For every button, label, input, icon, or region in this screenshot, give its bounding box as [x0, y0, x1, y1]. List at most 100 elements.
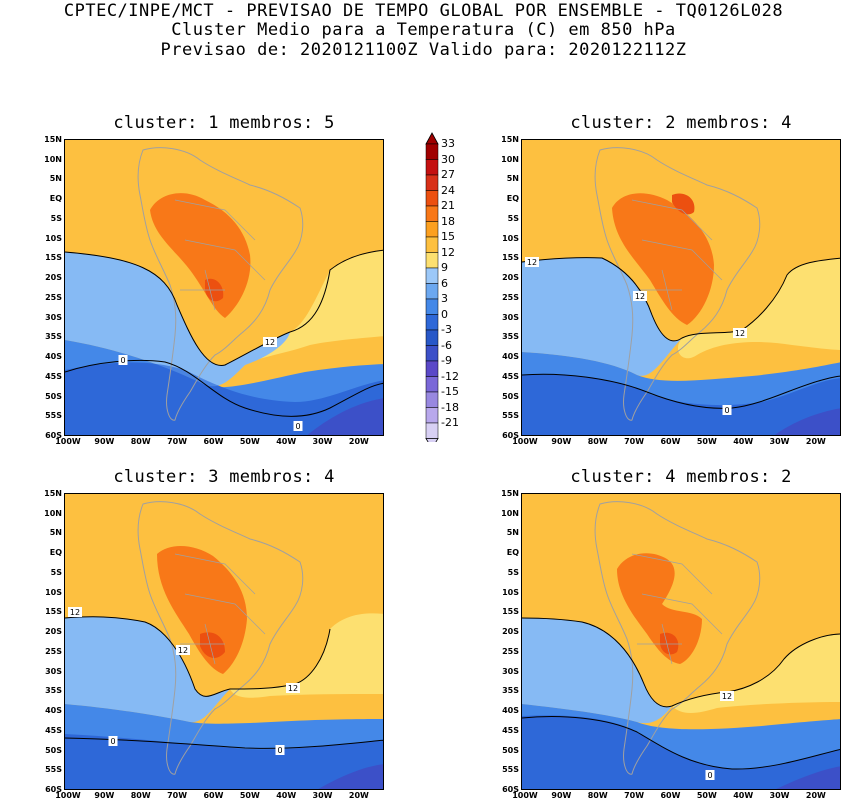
field-core: [157, 545, 247, 674]
colorbar-label: -3: [441, 323, 452, 336]
field-upper: [65, 140, 383, 204]
colorbar-segment: [425, 283, 439, 300]
latitude-label: 50S: [45, 391, 62, 401]
latitude-label: 25S: [502, 646, 519, 656]
colorbar-label: -6: [441, 338, 452, 352]
longitude-label: 100W: [55, 791, 81, 800]
latitude-label: 15N: [44, 489, 62, 498]
longitude-label: 50W: [696, 437, 717, 446]
latitude-label: 15S: [502, 607, 519, 617]
latitude-label: 60S: [502, 431, 519, 440]
field-deep-blue: [522, 715, 840, 789]
longitude-label: 70W: [167, 437, 188, 446]
colorbar-segment: [425, 236, 439, 253]
contour-12: [522, 617, 840, 708]
contour-label: 0: [275, 745, 285, 755]
contour-label: 0: [108, 736, 118, 746]
map-panel-2: 12 12 12 0: [521, 139, 841, 436]
latitude-label: 55S: [502, 411, 519, 421]
contour-label: 12: [286, 683, 300, 693]
latitude-label: 15S: [45, 607, 62, 617]
svg-text:0: 0: [120, 356, 125, 365]
colorbar-segment: [425, 345, 439, 362]
latitude-label: 20S: [502, 627, 519, 637]
latitude-label: 60S: [45, 785, 62, 794]
longitude-label: 80W: [587, 437, 608, 446]
colorbar-segment: [425, 329, 439, 346]
svg-text:0: 0: [295, 422, 300, 431]
field-blend: [65, 252, 290, 387]
latitude-label: 45S: [45, 725, 62, 735]
colorbar-label: 15: [441, 230, 455, 243]
longitude-label: 80W: [130, 437, 151, 446]
field-upper: [522, 140, 840, 204]
latitude-label: 60S: [502, 785, 519, 794]
svg-text:12: 12: [265, 338, 275, 347]
longitude-label: 90W: [94, 437, 115, 446]
latitude-label: EQ: [506, 194, 519, 204]
field-core: [617, 553, 702, 664]
latitude-label: 50S: [45, 745, 62, 755]
field-blend: [522, 618, 672, 724]
svg-text:0: 0: [707, 771, 712, 780]
longitude-label: 30W: [769, 437, 790, 446]
latitude-label: 45S: [502, 371, 519, 381]
latitude-label: 35S: [502, 686, 519, 696]
longitude-label: 20W: [348, 791, 369, 800]
contour-label: 12: [176, 645, 190, 655]
latitude-label: 15S: [45, 253, 62, 263]
contour-label: 12: [720, 691, 734, 701]
latitude-label: 40S: [502, 352, 519, 362]
longitude-label: 60W: [203, 791, 224, 800]
map-panel-1: 12 0 0: [64, 139, 384, 436]
country-borders: [631, 553, 723, 665]
colorbar-label: 24: [441, 183, 455, 197]
map-panel-4: 12 0: [521, 493, 841, 790]
svg-text:12: 12: [288, 684, 298, 693]
latitude-label: 25S: [45, 292, 62, 302]
latitude-label: 60S: [45, 431, 62, 440]
contour-label: 0: [705, 770, 715, 780]
latitude-label: 25S: [45, 646, 62, 656]
latitude-label: 20S: [502, 273, 519, 283]
field-blend: [65, 616, 230, 723]
field-light-blue: [65, 252, 290, 387]
contour-0: [65, 359, 383, 417]
field-core: [612, 193, 714, 325]
field-upper: [65, 494, 383, 558]
longitude-label: 40W: [733, 437, 754, 446]
latitude-label: EQ: [49, 548, 62, 558]
contour-label: 12: [633, 291, 647, 301]
figure-title-line-3: Previsao de: 2020121100Z Valido para: 20…: [160, 40, 687, 60]
latitude-label: 35S: [45, 332, 62, 342]
longitude-label: 50W: [696, 791, 717, 800]
colorbar-label: 18: [441, 214, 455, 228]
field-light-blue: [65, 616, 230, 723]
colorbar-segment: [425, 190, 439, 207]
latitude-label: 30S: [502, 312, 519, 322]
field-hot-spot: [660, 632, 679, 655]
field-darkest-blue: [776, 766, 840, 789]
colorbar-label: 33: [441, 137, 455, 150]
contour-label: 12: [68, 607, 82, 617]
colorbar-segment: [425, 221, 439, 238]
colorbar-label: 27: [441, 168, 455, 181]
longitude-label: 70W: [624, 791, 645, 800]
longitude-label: 70W: [624, 437, 645, 446]
panel-1-title: cluster: 1 membros: 5: [113, 113, 335, 133]
latitude-label: 20S: [45, 627, 62, 637]
colorbar-segment: [425, 252, 439, 269]
colorbar-segment: [425, 407, 439, 424]
latitude-label: 5N: [506, 528, 519, 538]
longitude-label: 40W: [733, 791, 754, 800]
contour-label: 0: [118, 355, 128, 365]
svg-text:12: 12: [178, 646, 188, 655]
latitude-label: 5S: [50, 213, 62, 223]
field-light-blue: [522, 618, 672, 724]
latitude-label: 45S: [502, 725, 519, 735]
colorbar-label: 9: [441, 261, 448, 274]
latitude-label: 20S: [45, 273, 62, 283]
colorbar-segment: [425, 143, 439, 160]
field-blend: [522, 257, 682, 376]
contour-0: [522, 716, 840, 770]
